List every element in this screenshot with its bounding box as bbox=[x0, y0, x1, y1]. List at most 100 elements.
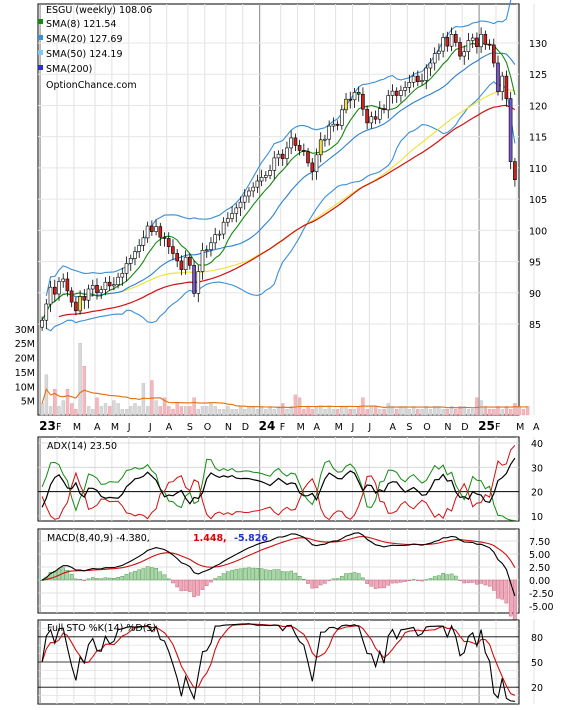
candle bbox=[259, 169, 264, 186]
sto-tick-label: 50 bbox=[531, 658, 543, 669]
macd-hist-bar bbox=[386, 579, 391, 586]
macd-hist-bar bbox=[352, 572, 357, 581]
macd-hist-bar bbox=[508, 579, 513, 617]
macd-hist-bar bbox=[394, 579, 399, 584]
adx-tick-label: 30 bbox=[531, 463, 543, 474]
macd-hist-bar bbox=[432, 576, 437, 581]
macd-hist-bar bbox=[145, 566, 150, 581]
month-label: 25 bbox=[478, 419, 495, 433]
volume-bar bbox=[137, 406, 141, 416]
candle bbox=[175, 249, 179, 268]
month-label: M bbox=[73, 422, 81, 433]
macd-hist-bar bbox=[175, 579, 180, 588]
candle bbox=[458, 37, 462, 60]
candle bbox=[95, 278, 99, 300]
candle bbox=[382, 104, 386, 114]
volume-tick-label: 20M bbox=[15, 354, 35, 365]
volume-bar bbox=[382, 409, 386, 416]
macd-hist-bar bbox=[242, 567, 247, 581]
candle bbox=[242, 189, 247, 210]
time-axis: 23 F M A M J J A S O N D 24 F M A M J J A S O N D 25 F M A bbox=[39, 419, 540, 433]
macd-hist-bar bbox=[225, 571, 230, 581]
macd-hist-bar bbox=[335, 578, 340, 581]
candle bbox=[323, 134, 327, 147]
candle bbox=[487, 39, 492, 50]
sma50-swatch bbox=[38, 50, 43, 55]
macd-hist-bar bbox=[416, 579, 420, 581]
macd-hist-bar bbox=[268, 570, 272, 581]
legend-sma200: SMA(200) bbox=[46, 64, 92, 75]
volume-bar bbox=[40, 403, 44, 416]
macd-hist-bar bbox=[327, 579, 332, 581]
macd-hist-bar bbox=[382, 579, 386, 589]
volume-axis: 30M 25M 20M 15M 10M 5M bbox=[15, 325, 35, 408]
macd-hist-bar bbox=[162, 574, 167, 581]
candle bbox=[310, 157, 315, 181]
candle bbox=[162, 232, 167, 247]
macd-hist-bar bbox=[437, 575, 441, 581]
volume-bar bbox=[264, 409, 268, 416]
volume-bar bbox=[179, 406, 184, 416]
volume-bar bbox=[289, 406, 293, 416]
volume-bar bbox=[395, 409, 399, 416]
volume-bar bbox=[74, 409, 78, 416]
macd-hist-bar bbox=[276, 569, 281, 581]
sma20-swatch bbox=[38, 35, 43, 40]
candle bbox=[470, 33, 475, 48]
candle bbox=[137, 239, 141, 258]
macd-hist-bar bbox=[65, 570, 70, 581]
candle bbox=[369, 111, 374, 129]
macd-hist-bar bbox=[356, 573, 361, 581]
candle bbox=[196, 265, 201, 303]
macd-hist-bar bbox=[513, 579, 517, 626]
macd-hist-bar bbox=[204, 579, 209, 587]
candle bbox=[339, 104, 344, 130]
candle bbox=[40, 316, 44, 331]
macd-hist-bar bbox=[217, 576, 222, 581]
candle bbox=[491, 38, 496, 68]
month-label: M bbox=[516, 422, 524, 433]
candle bbox=[128, 254, 133, 271]
volume-bar bbox=[319, 406, 323, 416]
candle bbox=[57, 277, 61, 301]
candle bbox=[124, 256, 129, 282]
candle bbox=[390, 84, 395, 104]
volume-bar bbox=[487, 409, 492, 416]
volume-bar bbox=[116, 403, 120, 416]
macd-hist-bar bbox=[82, 579, 87, 581]
volume-bar bbox=[424, 406, 428, 416]
candle bbox=[306, 147, 310, 167]
volume-bar bbox=[475, 397, 479, 416]
price-tick-label: 115 bbox=[529, 133, 547, 144]
volume-bar bbox=[471, 409, 475, 416]
adx-label: ADX(14) 23.50 bbox=[47, 441, 117, 452]
candle bbox=[74, 297, 78, 316]
macd-hist-bar bbox=[192, 579, 196, 598]
macd-line bbox=[41, 532, 516, 597]
macd-hist-bar bbox=[213, 578, 218, 581]
volume-bar bbox=[496, 406, 500, 416]
macd-hist-value: -5.826 bbox=[234, 533, 268, 544]
volume-bar bbox=[255, 409, 260, 416]
legend-sma8: SMA(8) 121.54 bbox=[46, 19, 116, 30]
macd-hist-bar bbox=[124, 574, 129, 581]
volume-bar bbox=[69, 403, 74, 416]
volume-average bbox=[41, 387, 528, 409]
candle bbox=[217, 230, 222, 241]
month-label: S bbox=[187, 422, 193, 433]
volume-bar bbox=[492, 409, 496, 416]
month-label: F bbox=[280, 422, 285, 433]
volume-bar bbox=[517, 406, 521, 416]
volume-bar bbox=[95, 397, 99, 416]
macd-hist-bar bbox=[103, 577, 108, 581]
candle bbox=[48, 280, 53, 313]
candle bbox=[263, 171, 268, 182]
chart-legend: ESGU (weekly) 108.06 SMA(8) 121.54 SMA(2… bbox=[38, 5, 152, 91]
macd-hist-bar bbox=[454, 575, 458, 581]
macd-hist-bar bbox=[272, 569, 277, 581]
site-label: OptionChance.com bbox=[46, 80, 137, 91]
macd-hist-bar bbox=[441, 573, 445, 581]
volume-bar bbox=[200, 406, 205, 416]
long-ma-line bbox=[58, 104, 516, 318]
price-tick-label: 105 bbox=[529, 195, 547, 206]
